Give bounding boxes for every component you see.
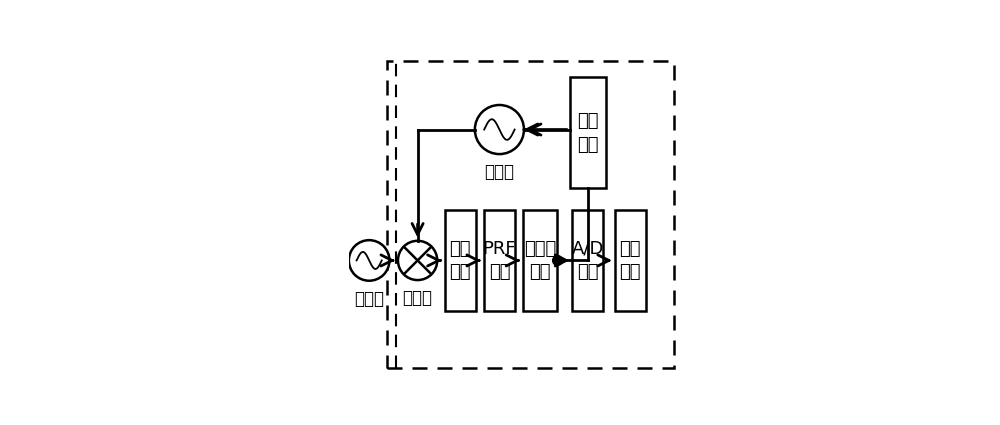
Circle shape xyxy=(475,105,524,154)
Circle shape xyxy=(398,241,437,280)
Text: 分析
运算: 分析 运算 xyxy=(620,240,641,281)
Text: 低噪声
放大: 低噪声 放大 xyxy=(524,240,556,281)
Text: 环路
滤波: 环路 滤波 xyxy=(577,112,599,153)
Bar xyxy=(572,210,603,311)
Bar xyxy=(523,210,557,311)
Text: 鉴相器: 鉴相器 xyxy=(403,289,433,307)
Text: A/D
采样: A/D 采样 xyxy=(572,240,604,281)
Text: 参考源: 参考源 xyxy=(484,163,514,181)
Bar xyxy=(615,210,646,311)
Bar xyxy=(445,210,476,311)
Circle shape xyxy=(349,240,389,281)
Text: PRF
滤波: PRF 滤波 xyxy=(483,240,516,281)
Bar xyxy=(570,77,606,188)
Text: 低通
滤波: 低通 滤波 xyxy=(449,240,471,281)
Text: 被测源: 被测源 xyxy=(354,290,384,308)
Bar xyxy=(387,61,674,368)
Bar xyxy=(484,210,515,311)
